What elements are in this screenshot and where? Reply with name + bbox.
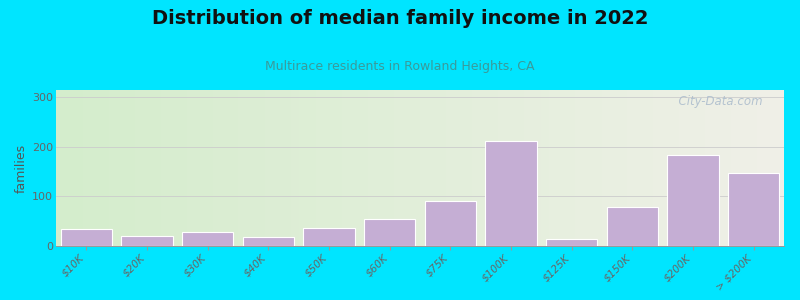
Y-axis label: families: families (15, 143, 28, 193)
Bar (425, 201, 476, 246)
Bar (242, 237, 294, 246)
Bar (486, 140, 537, 246)
Bar (364, 219, 415, 246)
Bar (61, 229, 112, 246)
Bar (303, 228, 354, 246)
Bar (667, 155, 718, 246)
Text: Distribution of median family income in 2022: Distribution of median family income in … (152, 9, 648, 28)
Text: City-Data.com: City-Data.com (670, 95, 762, 108)
Bar (606, 207, 658, 246)
Text: Multirace residents in Rowland Heights, CA: Multirace residents in Rowland Heights, … (266, 60, 534, 73)
Bar (728, 173, 779, 246)
Bar (182, 232, 234, 246)
Bar (546, 238, 598, 246)
Bar (122, 236, 173, 246)
